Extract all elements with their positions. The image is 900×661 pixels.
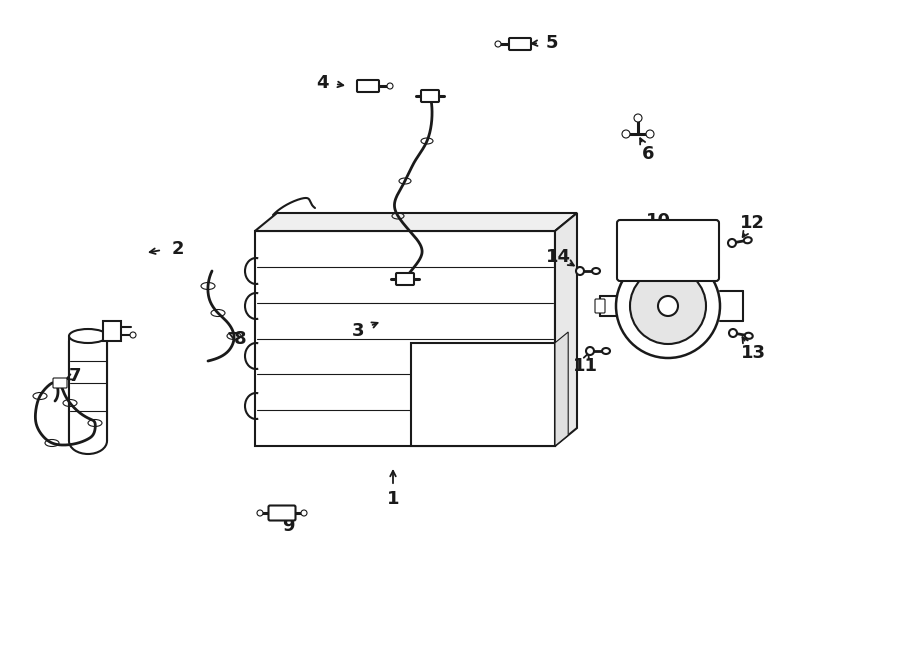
Circle shape	[257, 510, 263, 516]
Text: 7: 7	[68, 367, 81, 385]
FancyBboxPatch shape	[396, 273, 414, 285]
Text: 4: 4	[316, 74, 328, 92]
Circle shape	[495, 41, 501, 47]
Text: 3: 3	[352, 322, 365, 340]
Text: 1: 1	[387, 490, 400, 508]
FancyBboxPatch shape	[357, 80, 379, 92]
Ellipse shape	[743, 237, 752, 243]
Circle shape	[646, 130, 654, 138]
Text: 14: 14	[545, 248, 571, 266]
FancyBboxPatch shape	[268, 506, 295, 520]
FancyBboxPatch shape	[617, 220, 719, 281]
Text: 11: 11	[572, 357, 598, 375]
Circle shape	[387, 83, 393, 89]
Text: 8: 8	[234, 330, 247, 348]
Ellipse shape	[592, 268, 600, 274]
Ellipse shape	[69, 428, 107, 454]
Circle shape	[586, 347, 594, 355]
Circle shape	[130, 332, 136, 338]
Polygon shape	[555, 332, 568, 446]
Bar	[255, 231, 555, 446]
Bar	[69, 341, 107, 441]
FancyBboxPatch shape	[595, 299, 605, 313]
Text: 5: 5	[545, 34, 558, 52]
Ellipse shape	[602, 348, 610, 354]
Circle shape	[658, 296, 678, 316]
FancyBboxPatch shape	[509, 38, 531, 50]
Circle shape	[622, 130, 630, 138]
Circle shape	[729, 329, 737, 337]
Text: 6: 6	[642, 145, 654, 163]
Text: 9: 9	[282, 517, 294, 535]
Bar	[411, 343, 555, 446]
Circle shape	[616, 254, 720, 358]
Circle shape	[576, 267, 584, 275]
Text: 10: 10	[645, 212, 670, 230]
Text: 13: 13	[741, 344, 766, 362]
Circle shape	[634, 114, 642, 122]
Text: 12: 12	[740, 214, 764, 232]
Text: 2: 2	[172, 240, 184, 258]
Circle shape	[630, 268, 706, 344]
Ellipse shape	[69, 329, 107, 343]
FancyBboxPatch shape	[421, 90, 439, 102]
FancyBboxPatch shape	[103, 321, 121, 341]
Ellipse shape	[745, 332, 752, 339]
FancyBboxPatch shape	[53, 378, 67, 388]
Polygon shape	[555, 213, 577, 446]
Polygon shape	[255, 213, 577, 231]
Circle shape	[728, 239, 736, 247]
Circle shape	[301, 510, 307, 516]
